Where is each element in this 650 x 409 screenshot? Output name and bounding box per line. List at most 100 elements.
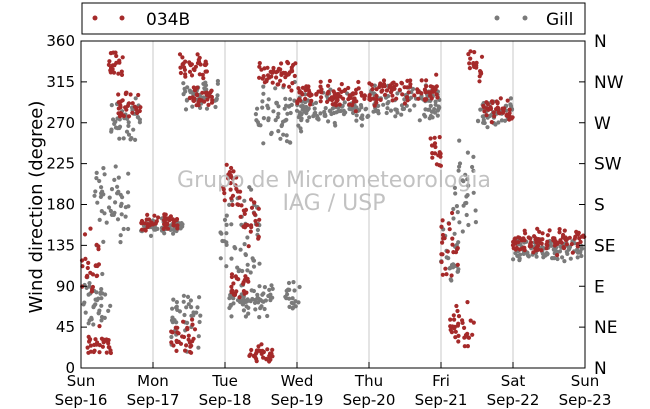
series-034b-point [430, 151, 435, 156]
gill-point [185, 85, 190, 90]
gill-point [510, 257, 516, 262]
gill-point [457, 220, 462, 225]
series-034b-point [562, 228, 567, 233]
gill-point [255, 292, 260, 297]
gill-point [283, 96, 288, 101]
series-034b-point [209, 100, 215, 105]
gill-point [183, 107, 189, 112]
series-034b-point [259, 342, 264, 347]
y-tick-label: 90 [56, 277, 75, 295]
series-034b-point [132, 104, 137, 109]
gill-point [298, 126, 303, 131]
series-034b-point [190, 339, 195, 344]
series-034b-point [195, 52, 200, 57]
series-034b-point [110, 67, 115, 72]
gill-point [374, 109, 379, 114]
series-034b-point [362, 96, 367, 101]
series-034b-point [353, 109, 358, 114]
gill-point [291, 280, 296, 285]
series-034b-point [468, 318, 473, 323]
gill-point [297, 284, 302, 290]
gill-point [260, 99, 265, 104]
gill-point [326, 119, 331, 124]
series-034b-point [388, 90, 394, 95]
gill-point [286, 104, 291, 109]
gill-point [481, 117, 486, 123]
gill-point [97, 178, 102, 184]
series-034b-point [123, 105, 128, 110]
series-034b-point [239, 203, 244, 208]
series-034b-point [500, 106, 505, 111]
gill-point [275, 115, 280, 120]
series-034b-point [453, 335, 458, 340]
gill-point [104, 220, 109, 225]
series-034b-point [381, 78, 387, 83]
gill-point [84, 285, 89, 290]
gill-point [393, 107, 398, 112]
gill-point [575, 247, 580, 252]
series-034b-point [319, 95, 324, 100]
gill-point [224, 242, 229, 247]
series-034b-point [440, 272, 445, 277]
gill-point [432, 110, 438, 115]
gill-point [229, 256, 234, 261]
series-034b-point [308, 102, 313, 107]
gill-point [265, 313, 270, 319]
series-034b-point [222, 198, 227, 203]
series-034b-point [479, 54, 485, 59]
compass-tick-label: S [594, 196, 605, 216]
series-034b-point [88, 337, 93, 342]
gill-point [237, 299, 243, 304]
gill-point [460, 229, 465, 234]
series-034b-point [507, 117, 512, 122]
gill-point [460, 178, 465, 183]
gill-point [181, 293, 186, 298]
gill-point [222, 217, 228, 222]
series-034b-point [229, 165, 234, 171]
series-034b-point [439, 224, 444, 229]
series-034b-point [120, 55, 125, 60]
gill-point [171, 297, 176, 302]
series-034b-point [267, 353, 272, 359]
gill-point [115, 217, 121, 222]
series-034b-point [200, 90, 205, 95]
series-034b-point [192, 96, 197, 101]
gill-point [133, 96, 138, 101]
series-034b-point [539, 241, 544, 246]
gill-point [323, 106, 328, 111]
gill-point [113, 200, 118, 205]
gill-point [456, 240, 461, 245]
series-034b-point [440, 240, 445, 245]
series-034b-point [423, 88, 428, 93]
series-034b-point [505, 98, 510, 103]
series-034b-point [249, 347, 254, 353]
series-034b-point [184, 343, 189, 348]
gill-point [286, 280, 292, 286]
series-034b-point [468, 56, 473, 61]
x-tick-day: Tue [211, 372, 238, 390]
series-034b-point [434, 72, 439, 77]
gill-point [202, 86, 207, 91]
gill-point [261, 141, 266, 146]
series-034b-point [456, 339, 461, 344]
series-034b-point [434, 162, 439, 167]
legend-label-gill: Gill [546, 10, 573, 30]
series-034b-point [264, 79, 269, 84]
series-034b-point [185, 325, 190, 330]
series-034b-point [489, 120, 494, 125]
gill-point [174, 304, 179, 309]
gill-point [311, 114, 316, 119]
series-034b-point [432, 135, 437, 140]
gill-point [238, 247, 243, 252]
gill-point [354, 113, 359, 118]
gill-point [183, 89, 188, 94]
gill-point [246, 305, 251, 310]
series-034b-point [553, 239, 558, 244]
gill-point [465, 177, 470, 182]
y-tick-label: 315 [46, 73, 75, 91]
series-034b-point [204, 92, 209, 97]
series-034b-point [354, 99, 359, 104]
series-034b-point [93, 337, 98, 342]
gill-point [189, 305, 194, 310]
gill-point [108, 303, 113, 308]
